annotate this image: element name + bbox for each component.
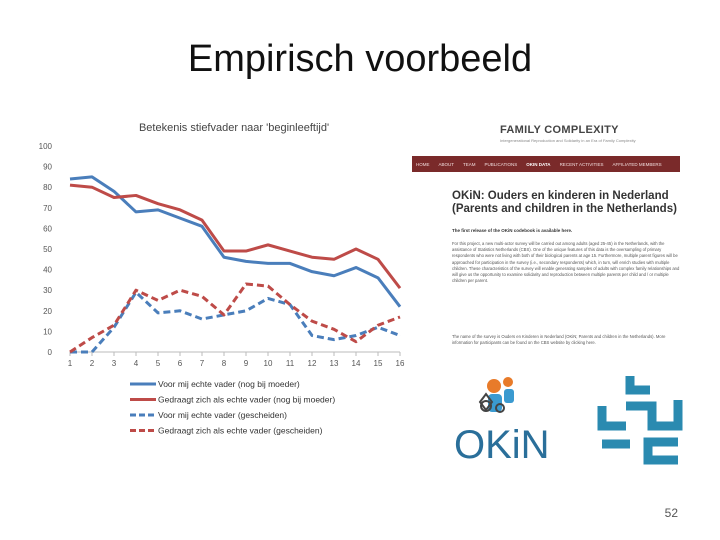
y-tick-label: 40: [43, 266, 52, 275]
nav-item-team[interactable]: TEAM: [463, 161, 476, 167]
y-tick-label: 100: [39, 142, 53, 151]
chart-title: Betekenis stiefvader naar 'beginleeftijd…: [139, 122, 329, 134]
x-tick-label: 3: [112, 359, 117, 368]
x-tick-label: 1: [68, 359, 73, 368]
legend-label: Voor mij echte vader (gescheiden): [158, 410, 287, 420]
x-tick-label: 16: [396, 359, 405, 368]
x-tick-label: 6: [178, 359, 183, 368]
site-paragraph-1: For this project, a new multi-actor surv…: [452, 241, 680, 284]
site-logo-graphic: [412, 116, 492, 152]
series-line-4: [69, 282, 401, 354]
site-brand: FAMILY COMPLEXITY: [500, 124, 619, 136]
y-axis: 0 10 20 30 40 50 60 70 80 90 100: [39, 142, 53, 357]
y-tick-label: 60: [43, 224, 52, 233]
y-tick-label: 50: [43, 245, 52, 254]
y-tick-label: 10: [43, 327, 52, 336]
y-tick-label: 80: [43, 183, 52, 192]
legend: Voor mij echte vader (nog bij moeder) Ged…: [130, 379, 335, 436]
y-tick-label: 30: [43, 286, 52, 295]
series-lines: [69, 175, 402, 354]
site-tagline: Intergenerational Reproduction and Solid…: [500, 138, 636, 143]
x-tick-label: 4: [134, 359, 139, 368]
x-tick-label: 12: [308, 359, 317, 368]
y-tick-label: 70: [43, 204, 52, 213]
cbs-logo: [597, 376, 683, 465]
site-paragraph-2: The name of the survey is Ouders en Kind…: [452, 334, 666, 346]
x-tick-label: 2: [90, 359, 95, 368]
site-heading-line2: (Parents and children in the Netherlands…: [452, 203, 677, 215]
nav-item-about[interactable]: ABOUT: [438, 161, 455, 167]
nav-item-okin-data[interactable]: OKIN DATA: [526, 161, 551, 167]
x-axis: 1 2 3 4 5 6 7 8 9 10 11 12 13 14 15 16: [68, 351, 405, 368]
x-tick-label: 13: [330, 359, 339, 368]
page-number: 52: [664, 506, 678, 520]
website-screenshot: FAMILY COMPLEXITY Intergenerational Repr…: [412, 116, 680, 356]
x-tick-label: 7: [200, 359, 205, 368]
site-heading: OKiN: Ouders en kinderen in Nederland (P…: [452, 190, 677, 216]
legend-label: Voor mij echte vader (nog bij moeder): [158, 379, 300, 389]
x-tick-label: 14: [352, 359, 361, 368]
slide-title: Empirisch voorbeeld: [187, 38, 533, 80]
x-tick-label: 10: [264, 359, 273, 368]
nav-item-publications[interactable]: PUBLICATIONS: [484, 161, 518, 167]
okin-logo: OKiN: [454, 377, 550, 467]
okin-logo-graphic: [478, 377, 514, 413]
site-release-line: The first release of the OKiN codebook i…: [452, 228, 573, 233]
y-tick-label: 20: [43, 307, 52, 316]
legend-label: Gedraagt zich als echte vader (gescheide…: [158, 426, 323, 436]
nav-item-affiliated-members[interactable]: AFFILIATED MEMBERS: [612, 161, 662, 167]
x-tick-label: 5: [156, 359, 161, 368]
y-tick-label: 0: [48, 348, 53, 357]
series-line-3: [70, 290, 401, 354]
okin-logo-text: OKiN: [454, 423, 550, 467]
x-tick-label: 15: [374, 359, 383, 368]
nav-item-home[interactable]: HOME: [416, 161, 430, 167]
series-line-2: [69, 183, 402, 290]
site-heading-line1: OKiN: Ouders en kinderen in Nederland: [452, 190, 669, 202]
series-line-1: [69, 175, 402, 308]
x-tick-label: 11: [286, 359, 295, 368]
nav-item-recent-activities[interactable]: RECENT ACTIVITIES: [559, 161, 604, 167]
site-nav: HOME ABOUT TEAM PUBLICATIONS OKIN DATA R…: [412, 156, 680, 172]
y-tick-label: 90: [43, 163, 52, 172]
x-tick-label: 8: [222, 359, 227, 368]
legend-label: Gedraagt zich als echte vader (nog bij m…: [158, 395, 335, 405]
x-tick-label: 9: [244, 359, 249, 368]
